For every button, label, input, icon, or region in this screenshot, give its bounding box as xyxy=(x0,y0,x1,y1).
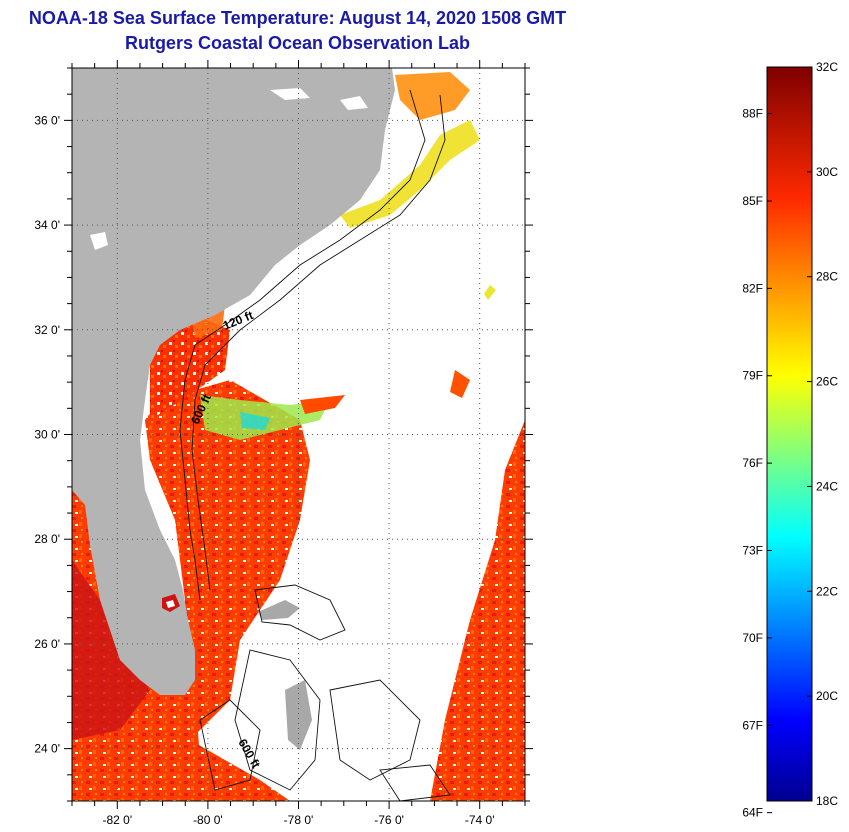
land-lake-inner xyxy=(166,600,175,608)
land-nc-inlet-1 xyxy=(270,88,310,100)
contour-bahamas-3 xyxy=(329,679,421,781)
fahrenheit-label: 70F xyxy=(742,631,763,645)
sst-hatteras xyxy=(395,72,470,120)
lon-tick-label: -82 0' xyxy=(102,813,132,827)
fahrenheit-label: 73F xyxy=(742,544,763,558)
fahrenheit-label: 76F xyxy=(742,456,763,470)
celsius-label: 22C xyxy=(816,584,838,598)
sst-cool-front-cyan xyxy=(240,412,270,430)
celsius-label: 26C xyxy=(816,375,838,389)
fahrenheit-label: 82F xyxy=(742,281,763,295)
contour-120ft xyxy=(179,89,426,601)
land-nc-inlet-2 xyxy=(340,96,368,110)
fahrenheit-label: 79F xyxy=(742,369,763,383)
celsius-label: 30C xyxy=(816,165,838,179)
contour-bahamas-4 xyxy=(379,764,451,801)
fahrenheit-label: 64F xyxy=(742,806,763,820)
celsius-label: 32C xyxy=(816,60,838,74)
contour-bahamas-1 xyxy=(254,584,346,641)
lat-tick-label: 24 0' xyxy=(34,742,60,756)
celsius-label: 20C xyxy=(816,689,838,703)
map-plot-area: 120 ft 600 ft 600 ft xyxy=(72,68,525,801)
celsius-label: 18C xyxy=(816,794,838,808)
graticule xyxy=(72,68,525,801)
sst-florida-strait xyxy=(145,380,310,801)
lat-tick-label: 28 0' xyxy=(34,532,60,546)
axis-ticks: 36 0' 34 0' 32 0' 30 0' 28 0' 26 0' 24 0' -82 0… xyxy=(34,60,533,827)
lon-tick-label: -76 0' xyxy=(374,813,404,827)
land-sc-lake xyxy=(90,232,108,250)
land-andros xyxy=(285,680,312,750)
title-line-2: Rutgers Coastal Ocean Observation Lab xyxy=(124,33,471,53)
sst-carolina-shelf xyxy=(340,120,480,228)
sst-patch-2 xyxy=(450,370,470,398)
lat-tick-label: 26 0' xyxy=(34,637,60,651)
sst-patch-3 xyxy=(484,285,496,300)
fahrenheit-label: 67F xyxy=(742,718,763,732)
lon-tick-label: -80 0' xyxy=(193,813,223,827)
fahrenheit-label: 88F xyxy=(742,107,763,121)
land-grand-bahama xyxy=(258,600,300,620)
lat-tick-label: 34 0' xyxy=(34,218,60,232)
celsius-label: 28C xyxy=(816,270,838,284)
colorbar-labels: 32C 30C 28C 26C 24C 22C 20C 18C 88F 85F 82F 79F 76F 7… xyxy=(742,60,838,820)
contour-bahamas-2 xyxy=(234,649,321,791)
sst-data-layer xyxy=(72,72,525,801)
sst-patch-1 xyxy=(300,395,345,414)
fahrenheit-label: 85F xyxy=(742,194,763,208)
sst-keys-hot xyxy=(72,560,150,740)
lat-tick-label: 36 0' xyxy=(34,113,60,127)
sst-gulfstream-north xyxy=(150,315,230,420)
lon-tick-label: -78 0' xyxy=(284,813,314,827)
title-line-1: NOAA-18 Sea Surface Temperature: August … xyxy=(28,8,567,28)
lat-tick-label: 32 0' xyxy=(34,323,60,337)
sst-east-band xyxy=(430,420,525,801)
bathymetry-contours xyxy=(179,89,451,801)
colorbar-gradient xyxy=(766,66,813,802)
celsius-label: 24C xyxy=(816,479,838,493)
contour-bahamas-5 xyxy=(199,699,261,791)
lat-tick-label: 30 0' xyxy=(34,428,60,442)
contour-600ft xyxy=(191,94,446,591)
lon-tick-label: -74 0' xyxy=(465,813,495,827)
